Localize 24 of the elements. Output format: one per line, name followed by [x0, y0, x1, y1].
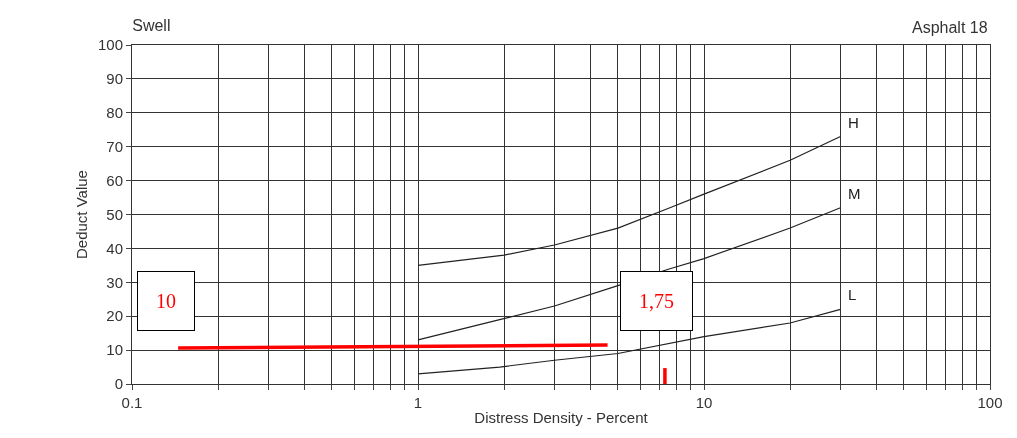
x-tick-label: 10	[695, 394, 713, 411]
y-tick-label: 30	[106, 273, 123, 291]
y-tick-label: 20	[106, 307, 123, 325]
x-tick-label: 1	[413, 394, 423, 411]
y-tick-label: 10	[106, 341, 123, 359]
y-tick-label: 90	[106, 70, 123, 88]
x-tick-label: 0.1	[121, 394, 143, 411]
series-label: M	[848, 185, 861, 202]
y-tick-label: 100	[97, 36, 123, 54]
series-label: L	[848, 286, 857, 303]
x-tick-label: 100	[977, 394, 1003, 411]
annotation: 10	[156, 290, 176, 312]
y-tick-label: 40	[106, 239, 123, 257]
y-tick-label: 0	[114, 375, 123, 393]
annotation: 1,75	[639, 290, 674, 312]
y-tick-label: 70	[106, 137, 123, 155]
chart-title: Swell	[132, 16, 171, 34]
y-tick-label: 50	[106, 205, 123, 223]
text: Asphalt 18	[912, 19, 988, 36]
y-tick-label: 80	[106, 104, 123, 122]
y-tick-label: 60	[106, 171, 123, 189]
y-axis-title: Deduct Value	[73, 170, 91, 259]
series-label: H	[848, 114, 859, 131]
x-axis-title: Distress Density - Percent	[474, 409, 649, 426]
